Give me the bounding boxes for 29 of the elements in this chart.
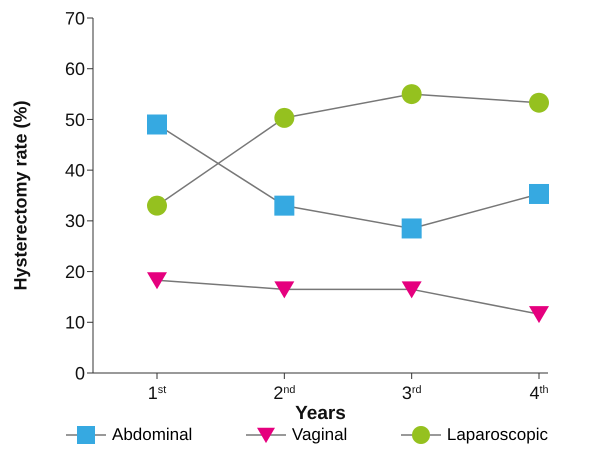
x-tick-label: 4$^{th}$ bbox=[529, 383, 549, 403]
point bbox=[402, 281, 422, 298]
y-tick-label: 20 bbox=[64, 262, 85, 282]
y-tick-label: 50 bbox=[64, 110, 85, 130]
point bbox=[274, 196, 294, 216]
x-axis-title: Years bbox=[295, 403, 346, 424]
x-tick-label: 2$^{nd}$ bbox=[273, 383, 296, 403]
point bbox=[147, 114, 167, 134]
point bbox=[402, 218, 422, 238]
y-tick-label: 30 bbox=[64, 211, 85, 232]
point bbox=[274, 108, 294, 128]
point bbox=[147, 272, 167, 290]
x-tick-label: 3$^{rd}$ bbox=[402, 383, 422, 403]
point bbox=[402, 84, 422, 104]
point bbox=[529, 184, 549, 204]
x-tick-label: 1$^{st}$ bbox=[148, 383, 166, 403]
point bbox=[274, 281, 294, 298]
y-tick-label: 0 bbox=[74, 363, 85, 384]
y-tick-label: 10 bbox=[64, 312, 85, 333]
y-tick-label: 70 bbox=[64, 8, 85, 28]
y-tick-label: 60 bbox=[64, 59, 85, 80]
y-tick-label: 40 bbox=[64, 160, 85, 181]
y-axis-title: Hysterectomy rate (%) bbox=[10, 100, 30, 291]
legend-label: Laparoscopic bbox=[446, 425, 548, 445]
point bbox=[147, 196, 167, 216]
legend-label: Vaginal bbox=[292, 425, 348, 445]
point bbox=[529, 306, 549, 324]
legend-label: Abdominal bbox=[112, 425, 192, 445]
point bbox=[529, 92, 549, 113]
